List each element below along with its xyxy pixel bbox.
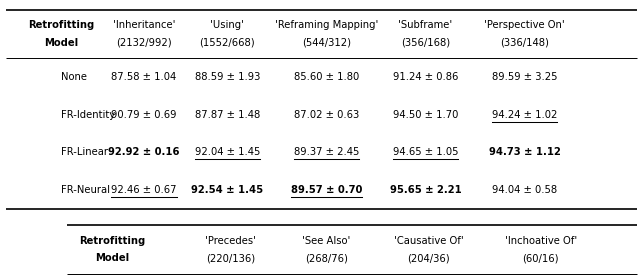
Text: 92.46 ± 0.67: 92.46 ± 0.67	[111, 185, 177, 195]
Text: 94.24 ± 1.02: 94.24 ± 1.02	[492, 110, 557, 120]
Text: Retrofitting: Retrofitting	[28, 20, 94, 30]
Text: 89.57 ± 0.70: 89.57 ± 0.70	[291, 185, 362, 195]
Text: 95.65 ± 2.21: 95.65 ± 2.21	[390, 185, 461, 195]
Text: 'Reframing Mapping': 'Reframing Mapping'	[275, 20, 378, 30]
Text: None: None	[61, 72, 87, 82]
Text: Retrofitting: Retrofitting	[79, 236, 145, 246]
Text: 'Using': 'Using'	[210, 20, 244, 30]
Text: 85.60 ± 1.80: 85.60 ± 1.80	[294, 72, 359, 82]
Text: 'Subframe': 'Subframe'	[399, 20, 452, 30]
Text: 87.02 ± 0.63: 87.02 ± 0.63	[294, 110, 359, 120]
Text: 'Causative Of': 'Causative Of'	[394, 236, 463, 246]
Text: Model: Model	[95, 254, 129, 263]
Text: 94.50 ± 1.70: 94.50 ± 1.70	[393, 110, 458, 120]
Text: (356/168): (356/168)	[401, 38, 450, 48]
Text: 89.37 ± 2.45: 89.37 ± 2.45	[294, 147, 359, 157]
Text: (2132/992): (2132/992)	[116, 38, 172, 48]
Text: 'See Also': 'See Also'	[302, 236, 351, 246]
Text: 88.59 ± 1.93: 88.59 ± 1.93	[195, 72, 260, 82]
Text: Model: Model	[44, 38, 78, 48]
Text: 'Inheritance': 'Inheritance'	[113, 20, 175, 30]
Text: (204/36): (204/36)	[408, 254, 450, 263]
Text: 'Precedes': 'Precedes'	[205, 236, 256, 246]
Text: 'Perspective On': 'Perspective On'	[484, 20, 565, 30]
Text: FR-Identity: FR-Identity	[61, 110, 115, 120]
Text: (220/136): (220/136)	[206, 254, 255, 263]
Text: (544/312): (544/312)	[302, 38, 351, 48]
Text: 92.04 ± 1.45: 92.04 ± 1.45	[195, 147, 260, 157]
Text: 94.04 ± 0.58: 94.04 ± 0.58	[492, 185, 557, 195]
Text: 87.58 ± 1.04: 87.58 ± 1.04	[111, 72, 177, 82]
Text: 94.73 ± 1.12: 94.73 ± 1.12	[489, 147, 561, 157]
Text: 94.65 ± 1.05: 94.65 ± 1.05	[393, 147, 458, 157]
Text: (268/76): (268/76)	[305, 254, 348, 263]
Text: 90.79 ± 0.69: 90.79 ± 0.69	[111, 110, 177, 120]
Text: 87.87 ± 1.48: 87.87 ± 1.48	[195, 110, 260, 120]
Text: 92.92 ± 0.16: 92.92 ± 0.16	[108, 147, 180, 157]
Text: 'Inchoative Of': 'Inchoative Of'	[505, 236, 577, 246]
Text: 92.54 ± 1.45: 92.54 ± 1.45	[191, 185, 263, 195]
Text: FR-Linear: FR-Linear	[61, 147, 108, 157]
Text: (336/148): (336/148)	[500, 38, 549, 48]
Text: 89.59 ± 3.25: 89.59 ± 3.25	[492, 72, 557, 82]
Text: 91.24 ± 0.86: 91.24 ± 0.86	[393, 72, 458, 82]
Text: (60/16): (60/16)	[522, 254, 559, 263]
Text: (1552/668): (1552/668)	[200, 38, 255, 48]
Text: FR-Neural: FR-Neural	[61, 185, 110, 195]
